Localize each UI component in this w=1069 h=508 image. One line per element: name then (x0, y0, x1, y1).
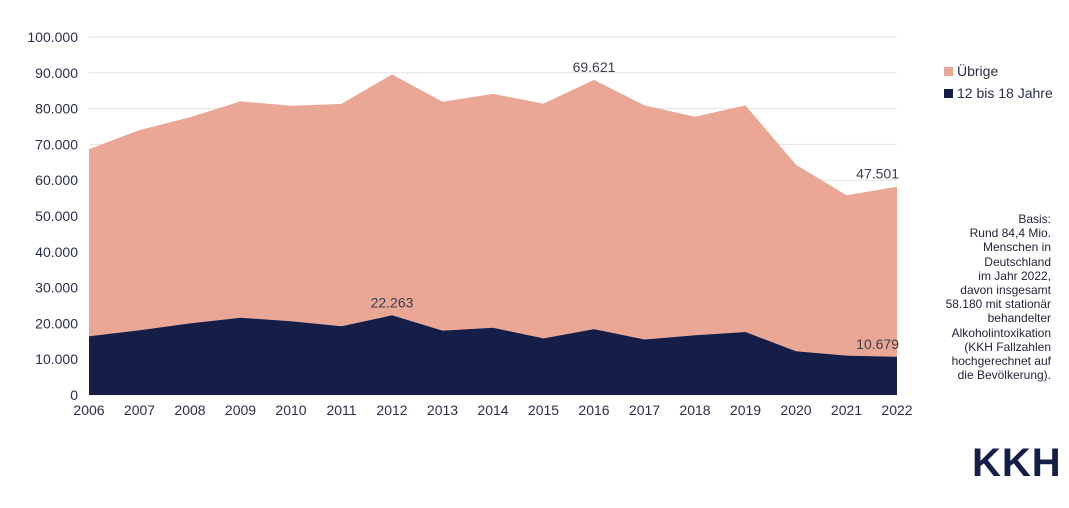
x-tick-label: 2017 (629, 402, 660, 418)
note-line: im Jahr 2022, (978, 268, 1051, 283)
legend-label-12-bis-18: 12 bis 18 Jahre (957, 85, 1053, 101)
x-tick-label: 2006 (73, 402, 104, 418)
note-line: Rund 84,4 Mio. (969, 226, 1051, 241)
x-tick-label: 2020 (780, 402, 811, 418)
note-line: hochgerechnet auf (951, 354, 1051, 369)
x-tick-label: 2019 (730, 402, 761, 418)
x-tick-label: 2022 (881, 402, 912, 418)
y-tick-label: 90.000 (35, 65, 78, 81)
note-line: davon insgesamt (960, 283, 1051, 298)
x-tick-label: 2014 (477, 402, 508, 418)
y-tick-label: 0 (70, 387, 78, 403)
x-tick-label: 2012 (376, 402, 407, 418)
note-line: die Bevölkerung). (957, 368, 1051, 383)
y-tick-label: 20.000 (35, 315, 78, 331)
y-tick-label: 100.000 (27, 29, 78, 45)
series-area-uebrige (89, 74, 897, 357)
note-line: Alkoholintoxikation (951, 325, 1051, 340)
data-label: 69.621 (573, 59, 616, 75)
y-tick-label: 80.000 (35, 101, 78, 117)
basis-note: Basis: Rund 84,4 Mio. Menschen in Deutsc… (911, 212, 1051, 382)
note-line: Menschen in (982, 240, 1051, 255)
x-tick-label: 2013 (427, 402, 458, 418)
x-tick-label: 2009 (225, 402, 256, 418)
y-tick-label: 60.000 (35, 172, 78, 188)
legend-item-uebrige: Übrige (944, 60, 1053, 82)
note-line: 58.180 mit stationär (945, 297, 1051, 312)
data-label: 22.263 (371, 294, 414, 310)
y-tick-label: 50.000 (35, 208, 78, 224)
data-label: 10.679 (856, 336, 899, 352)
legend: Übrige 12 bis 18 Jahre (944, 60, 1053, 104)
y-tick-label: 40.000 (35, 244, 78, 260)
y-axis-ticks: 0 10.000 20.000 30.000 40.000 50.000 60.000 70.… (27, 29, 78, 403)
x-axis-ticks: 2006 2007 2008 2009 2010 2011 2012 2013 2014 2015… (73, 402, 912, 418)
data-label: 47.501 (856, 166, 899, 182)
x-tick-label: 2015 (528, 402, 559, 418)
y-tick-label: 30.000 (35, 280, 78, 296)
note-line: Basis: (1018, 212, 1051, 226)
y-tick-label: 10.000 (35, 351, 78, 367)
note-line: behandelter (987, 311, 1051, 326)
x-tick-label: 2018 (679, 402, 710, 418)
series-area-12-bis-18 (89, 315, 897, 395)
kkh-logo: KKH (972, 441, 1062, 485)
x-tick-label: 2016 (578, 402, 609, 418)
note-line: Deutschland (984, 254, 1051, 269)
chart-areas (89, 74, 897, 395)
legend-item-12-bis-18: 12 bis 18 Jahre (944, 82, 1053, 104)
x-tick-label: 2007 (124, 402, 155, 418)
x-tick-label: 2011 (326, 402, 356, 418)
y-tick-label: 70.000 (35, 136, 78, 152)
x-tick-label: 2010 (275, 402, 306, 418)
data-labels: 69.621 47.501 22.263 10.679 (371, 59, 900, 352)
x-tick-label: 2008 (174, 402, 205, 418)
legend-swatch-uebrige (944, 66, 953, 76)
note-line: (KKH Fallzahlen (964, 339, 1051, 354)
legend-swatch-12-bis-18 (944, 88, 953, 98)
x-tick-label: 2021 (831, 402, 862, 418)
legend-label-uebrige: Übrige (957, 63, 999, 79)
